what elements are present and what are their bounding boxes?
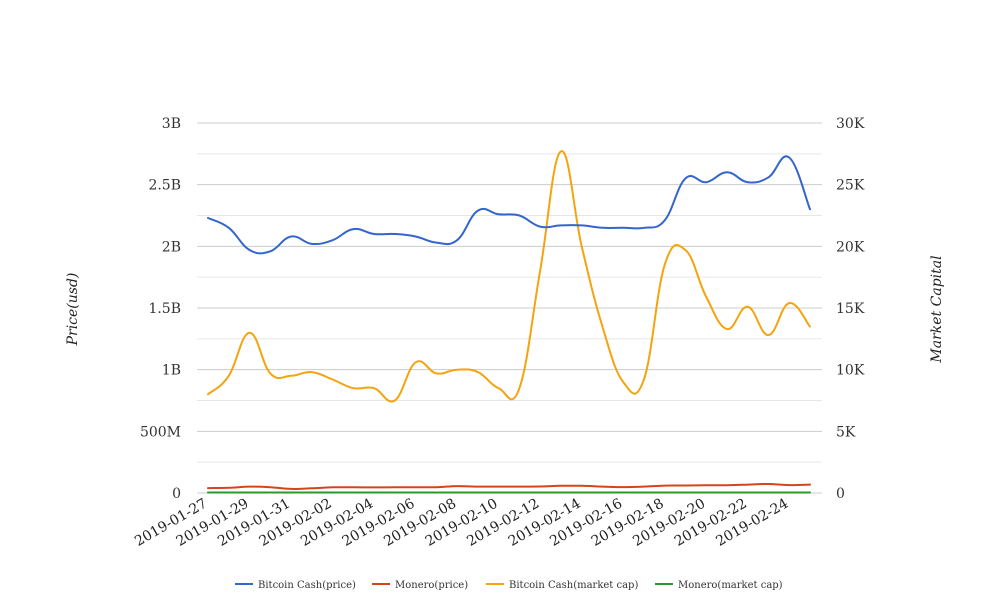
right-y-tick-label: 15K (836, 301, 865, 317)
grid-lines (197, 122, 822, 494)
left-y-tick-label: 1.5B (148, 301, 181, 317)
legend-label: Bitcoin Cash(market cap) (509, 580, 638, 591)
left-y-tick-label: 1B (162, 363, 181, 379)
left-y-tick-label: 3B (162, 116, 181, 132)
x-axis-ticks: 2019-01-272019-01-292019-01-312019-02-02… (132, 496, 791, 550)
right-y-axis-ticks: 0 5K 10K 15K 20K 25K 30K (836, 116, 865, 502)
legend: Bitcoin Cash(price) Monero(price) Bitcoin … (235, 580, 783, 591)
series-line-bitcoin-cash-market-cap (207, 150, 811, 403)
right-y-axis-title: Market Capital (929, 255, 945, 363)
left-y-tick-label: 2.5B (148, 178, 181, 194)
right-y-tick-label: 25K (836, 178, 865, 194)
legend-label: Bitcoin Cash(price) (258, 580, 356, 591)
left-y-axis-ticks: 0 500M 1B 1.5B 2B 2.5B 3B (140, 116, 181, 502)
series-lines (207, 150, 811, 494)
right-y-tick-label: 0 (836, 486, 845, 502)
legend-label: Monero(price) (395, 580, 468, 591)
left-y-tick-label: 2B (162, 239, 181, 255)
left-y-axis-title: Price(usd) (65, 273, 81, 347)
left-y-tick-label: 0 (172, 486, 181, 502)
legend-label: Monero(market cap) (678, 580, 783, 591)
right-y-tick-label: 20K (836, 239, 865, 255)
right-y-tick-label: 30K (836, 116, 865, 132)
series-line-monero-price (207, 482, 811, 490)
left-y-tick-label: 500M (140, 424, 181, 440)
series-line-bitcoin-cash-price (207, 155, 811, 255)
right-y-tick-label: 5K (836, 424, 856, 440)
right-y-tick-label: 10K (836, 363, 865, 379)
